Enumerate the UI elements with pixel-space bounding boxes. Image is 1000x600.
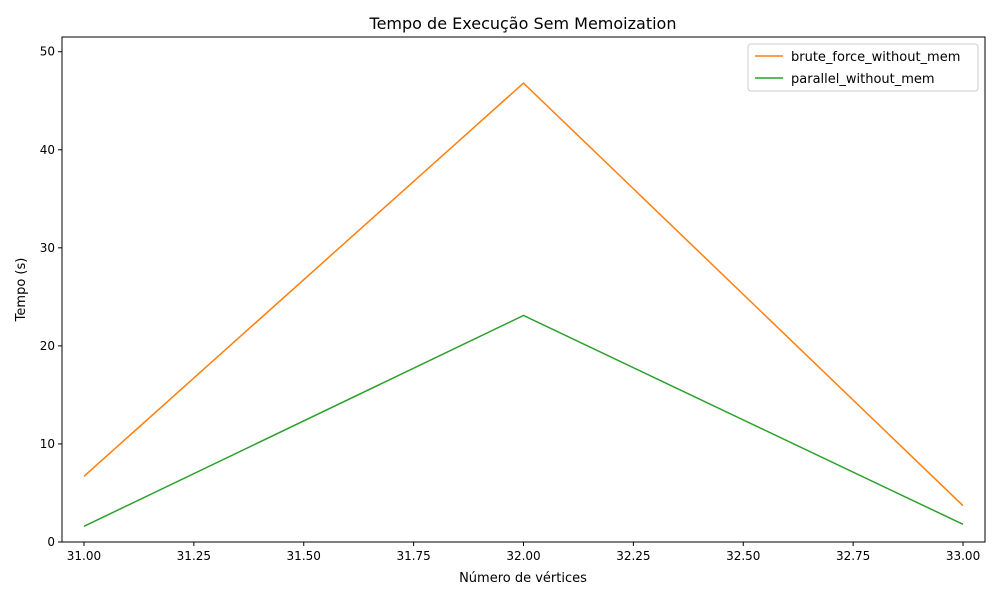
x-tick-label: 32.00 xyxy=(506,549,540,563)
y-tick-label: 0 xyxy=(47,535,55,549)
y-tick-label: 30 xyxy=(40,241,55,255)
x-axis: 31.00 31.25 31.50 31.75 32.00 32.25 32.50 32.75… xyxy=(67,542,980,563)
x-tick-label: 32.75 xyxy=(836,549,870,563)
x-tick-label: 32.50 xyxy=(726,549,760,563)
series-line-brute_force_without_mem xyxy=(83,82,964,507)
plot-area xyxy=(61,36,986,543)
x-tick-label: 31.50 xyxy=(287,549,321,563)
x-tick-label: 31.75 xyxy=(396,549,430,563)
legend-label: parallel_without_mem xyxy=(791,72,935,87)
y-tick-label: 50 xyxy=(40,45,55,59)
y-axis-label: Tempo (s) xyxy=(14,258,29,323)
legend-label: brute_force_without_mem xyxy=(791,50,960,65)
x-axis-label: Número de vértices xyxy=(459,571,587,586)
x-tick-label: 33.00 xyxy=(946,549,980,563)
x-tick-label: 32.25 xyxy=(616,549,650,563)
y-tick-label: 10 xyxy=(40,437,55,451)
x-tick-label: 31.00 xyxy=(67,549,101,563)
legend-box xyxy=(747,43,979,92)
chart-title: Tempo de Execução Sem Memoization xyxy=(369,14,677,33)
plot-frame xyxy=(61,36,986,543)
y-tick-label: 20 xyxy=(40,339,55,353)
series-lines xyxy=(83,82,964,527)
x-tick-label: 31.25 xyxy=(177,549,211,563)
series-line-parallel_without_mem xyxy=(83,314,964,527)
y-axis: 0 10 20 30 40 50 xyxy=(40,45,62,549)
y-tick-label: 40 xyxy=(40,143,55,157)
legend: brute_force_without_mem parallel_without_… xyxy=(747,43,979,92)
